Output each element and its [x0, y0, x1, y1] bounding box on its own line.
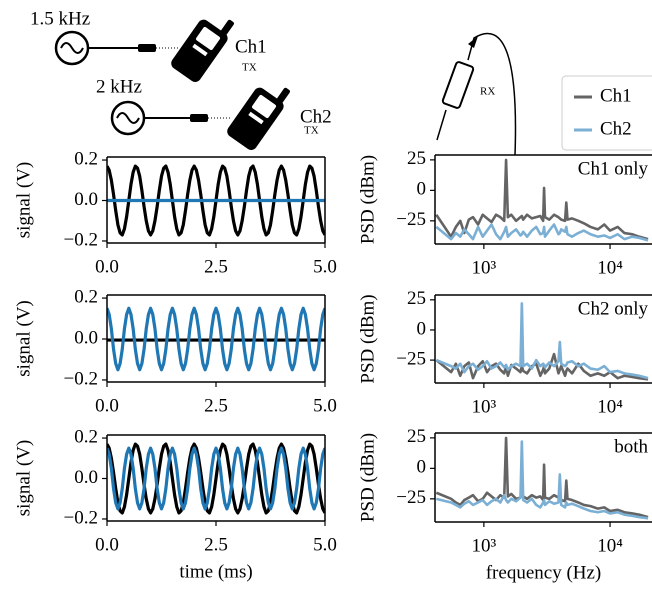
x-tick-label: 10³ [472, 535, 497, 556]
y-tick-label: 0.0 [74, 189, 98, 210]
role-label: TX [242, 62, 257, 74]
x-tick-label: 10⁴ [597, 257, 623, 278]
y-tick-label: −0.2 [64, 229, 98, 250]
role-label: TX [304, 125, 319, 137]
x-tick-label: 10³ [472, 396, 497, 417]
source-frequency: 2 kHz [96, 76, 142, 97]
x-tick-label: 2.5 [204, 534, 228, 555]
y-axis-label: PSD (dBm) [357, 433, 378, 522]
receiver [436, 32, 517, 156]
x-tick-label: 0.0 [95, 256, 119, 277]
y-tick-label: 0.0 [74, 327, 98, 348]
x-tick-label: 2.5 [204, 395, 228, 416]
annotation: Ch2 only [578, 298, 649, 319]
y-axis-label: signal (V) [13, 162, 34, 239]
y-axis-label: PSD (dBm) [357, 155, 378, 244]
y-tick-label: 0.0 [74, 467, 98, 488]
y-tick-label: −0.2 [64, 507, 98, 528]
series-line [435, 158, 649, 241]
series-line [435, 352, 649, 381]
source-frequency: 1.5 kHz [30, 8, 90, 29]
annotation: both [614, 436, 648, 457]
legend-label: Ch1 [600, 85, 632, 106]
annotation: Ch1 only [578, 158, 649, 179]
x-tick-label: 10⁴ [597, 396, 623, 417]
series-line [107, 446, 325, 511]
y-tick-label: 25 [407, 426, 426, 447]
x-tick-label: 0.0 [95, 395, 119, 416]
x-tick-label: 5.0 [313, 395, 337, 416]
series-line [435, 223, 649, 242]
x-tick-label: 5.0 [313, 256, 337, 277]
y-axis-label: signal (V) [13, 440, 34, 517]
y-tick-label: 0 [417, 179, 427, 200]
source-1 [54, 19, 234, 82]
series-line [436, 440, 649, 520]
x-tick-label: 10⁴ [597, 535, 623, 556]
channel-label: Ch1 [235, 36, 267, 57]
y-tick-label: −25 [396, 487, 426, 508]
x-tick-label: 0.0 [95, 534, 119, 555]
y-tick-label: −25 [396, 348, 426, 369]
y-tick-label: 0.2 [74, 426, 98, 447]
legend-label: Ch2 [600, 118, 632, 139]
series-line [435, 302, 649, 380]
y-tick-label: 0.2 [74, 148, 98, 169]
x-axis-label: time (ms) [179, 561, 252, 582]
x-tick-label: 10³ [472, 257, 497, 278]
y-tick-label: 0 [417, 318, 427, 339]
receiver-label: RX [480, 86, 495, 98]
y-axis-label: signal (V) [13, 300, 34, 377]
channel-label: Ch2 [300, 106, 332, 127]
x-axis-label: frequency (Hz) [486, 562, 602, 583]
y-tick-label: 25 [407, 148, 426, 169]
y-tick-label: −0.2 [64, 368, 98, 389]
x-tick-label: 5.0 [313, 534, 337, 555]
y-tick-label: 0 [417, 457, 427, 478]
y-tick-label: 25 [407, 288, 426, 309]
y-tick-label: 0.2 [74, 286, 98, 307]
y-tick-label: −25 [396, 209, 426, 230]
x-tick-label: 2.5 [204, 256, 228, 277]
series-line [107, 306, 325, 372]
source-2 [110, 87, 290, 150]
y-axis-label: PSD (dBm) [357, 294, 378, 383]
series-line [107, 442, 325, 515]
